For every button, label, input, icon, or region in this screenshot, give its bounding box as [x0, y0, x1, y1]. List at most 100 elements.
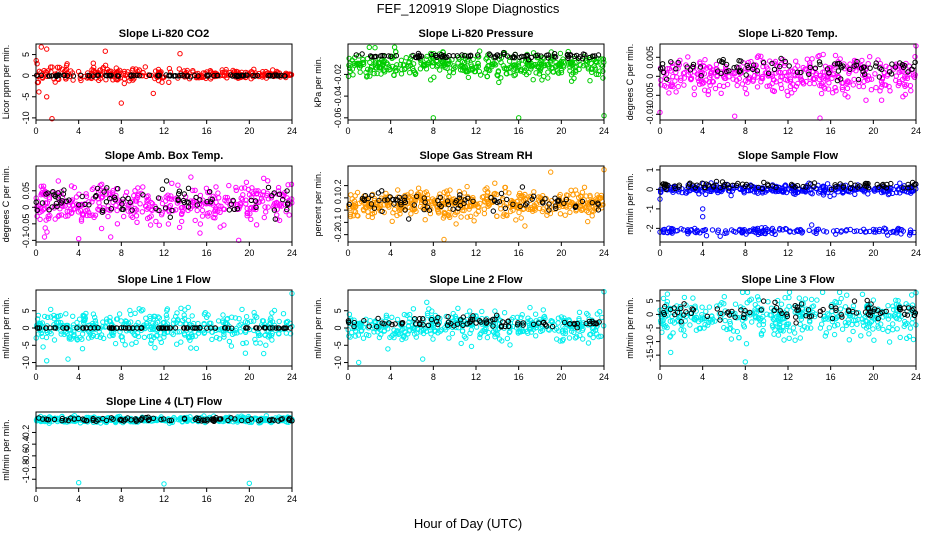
data-point — [554, 325, 560, 332]
data-point — [469, 316, 476, 322]
data-point — [697, 230, 703, 236]
data-point — [237, 329, 244, 335]
data-point — [501, 310, 508, 316]
data-point — [389, 314, 395, 320]
data-point — [678, 327, 684, 333]
data-point — [832, 323, 838, 329]
data-point — [240, 340, 246, 347]
data-point — [833, 300, 840, 306]
data-point — [819, 83, 825, 89]
data-point — [166, 65, 173, 72]
data-point — [863, 97, 869, 103]
data-point — [519, 312, 525, 318]
data-point — [247, 210, 253, 217]
data-point — [185, 304, 191, 311]
data-point — [848, 180, 854, 187]
data-point — [781, 337, 787, 343]
data-point — [54, 203, 60, 210]
data-point — [106, 325, 113, 331]
data-point — [514, 322, 521, 328]
data-point — [851, 63, 857, 69]
data-point — [460, 322, 466, 328]
data-point — [845, 317, 851, 323]
data-point — [718, 70, 724, 77]
data-point — [702, 57, 708, 63]
data-point — [242, 319, 249, 325]
data-point — [816, 59, 823, 65]
data-point — [737, 226, 743, 233]
data-point — [732, 113, 738, 119]
panel-title: Slope Line 3 Flow — [742, 274, 835, 286]
data-point — [704, 313, 710, 319]
data-point — [760, 60, 767, 66]
data-point — [847, 189, 853, 195]
data-point — [228, 343, 235, 349]
data-point — [820, 306, 826, 313]
data-point — [596, 319, 602, 325]
data-point — [786, 303, 792, 310]
data-point — [364, 73, 370, 79]
data-point — [580, 336, 586, 342]
data-point — [872, 188, 878, 194]
data-point — [435, 330, 441, 336]
data-point — [181, 312, 187, 318]
data-point — [275, 188, 282, 194]
data-point — [855, 76, 862, 83]
data-point — [826, 325, 832, 331]
data-point — [63, 311, 69, 317]
data-point — [76, 202, 82, 208]
data-point — [156, 222, 163, 228]
data-point — [701, 64, 707, 70]
data-point — [687, 322, 693, 328]
data-point — [784, 323, 790, 329]
data-point — [479, 308, 485, 315]
data-point — [526, 324, 533, 330]
data-point — [242, 350, 249, 356]
data-point — [599, 314, 605, 321]
data-point — [518, 215, 524, 221]
data-point — [706, 304, 713, 310]
data-point — [74, 319, 80, 326]
data-point — [183, 325, 190, 331]
data-point — [754, 54, 761, 60]
data-point — [101, 189, 107, 195]
data-point — [912, 54, 918, 60]
data-point — [842, 320, 849, 326]
data-point — [70, 322, 77, 328]
data-point — [786, 294, 792, 301]
panel-title: Slope Li-820 Pressure — [419, 28, 534, 40]
data-point — [401, 66, 408, 73]
data-point — [363, 69, 369, 76]
data-point — [381, 328, 387, 334]
data-point — [45, 314, 51, 320]
data-point — [785, 92, 791, 99]
data-point — [226, 207, 233, 213]
data-point — [435, 314, 441, 321]
data-point — [129, 341, 135, 347]
data-point — [132, 310, 138, 316]
data-point — [713, 61, 720, 68]
data-point — [58, 331, 64, 337]
data-point — [741, 311, 747, 318]
data-point — [562, 330, 568, 337]
y-tick-label: -0.04 — [333, 86, 343, 107]
data-point — [798, 69, 804, 76]
data-point — [760, 227, 766, 234]
data-point — [366, 44, 372, 50]
data-point — [276, 203, 283, 209]
data-point — [760, 298, 767, 304]
data-point — [536, 320, 542, 326]
data-point — [873, 84, 879, 91]
x-tick-label: 12 — [783, 372, 793, 382]
data-point — [745, 59, 752, 66]
data-point — [114, 73, 121, 79]
data-point — [78, 77, 84, 84]
data-point — [118, 325, 125, 331]
data-point — [74, 325, 80, 331]
data-point — [546, 207, 552, 213]
data-point — [591, 320, 597, 326]
data-point — [402, 194, 408, 200]
data-point — [199, 207, 206, 214]
data-point — [465, 74, 472, 81]
x-tick-label: 24 — [911, 372, 921, 382]
